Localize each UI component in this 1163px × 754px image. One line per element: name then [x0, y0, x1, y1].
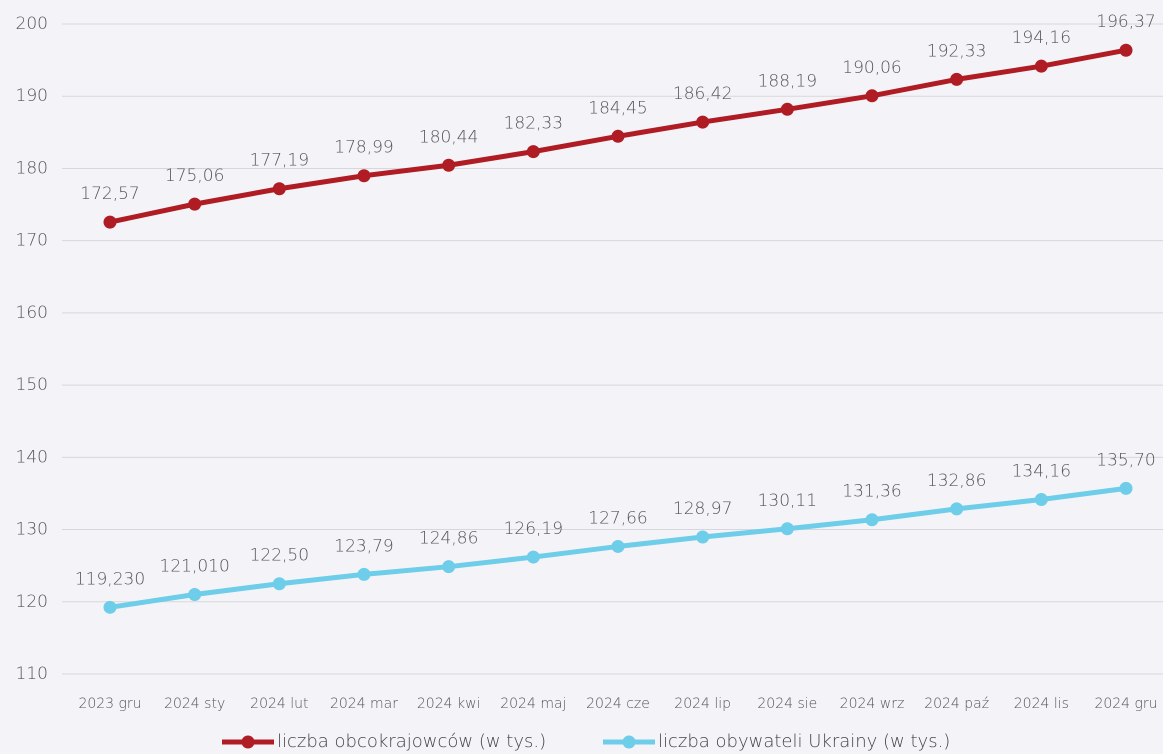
legend-marker — [622, 735, 636, 749]
data-point — [526, 550, 540, 564]
legend-marker — [241, 735, 255, 749]
data-label: 127,66 — [588, 508, 647, 528]
y-tick-label: 160 — [16, 303, 48, 323]
data-point — [1034, 493, 1048, 507]
data-point — [103, 215, 117, 229]
data-label: 190,06 — [842, 58, 901, 78]
data-point — [1119, 481, 1133, 495]
data-point — [1119, 43, 1133, 57]
data-label: 175,06 — [165, 166, 224, 186]
data-point — [696, 530, 710, 544]
data-point — [950, 502, 964, 516]
y-tick-label: 180 — [16, 158, 48, 178]
data-label: 131,36 — [842, 482, 901, 502]
y-tick-label: 140 — [16, 447, 48, 467]
data-label: 184,45 — [588, 98, 647, 118]
y-tick-label: 190 — [16, 86, 48, 106]
x-tick-label: 2024 maj — [500, 696, 566, 712]
data-label: 188,19 — [758, 71, 817, 91]
data-point — [865, 89, 879, 103]
x-tick-label: 2024 sie — [757, 696, 817, 712]
data-point — [442, 158, 456, 172]
data-label: 121,010 — [160, 556, 230, 576]
y-tick-label: 200 — [16, 14, 48, 34]
x-tick-label: 2024 mar — [330, 696, 398, 712]
data-label: 130,11 — [758, 491, 817, 511]
y-tick-label: 170 — [16, 231, 48, 251]
x-tick-label: 2024 paź — [924, 696, 989, 712]
x-tick-label: 2024 cze — [586, 696, 650, 712]
data-label: 180,44 — [419, 127, 478, 147]
data-label: 119,230 — [75, 569, 145, 589]
x-tick-label: 2024 lut — [250, 696, 308, 712]
data-point — [357, 169, 371, 183]
x-tick-label: 2024 gru — [1094, 696, 1157, 712]
data-point — [188, 587, 202, 601]
data-label: 182,33 — [504, 114, 563, 134]
data-label: 126,19 — [504, 519, 563, 539]
x-tick-label: 2024 wrz — [840, 696, 905, 712]
y-tick-label: 120 — [16, 592, 48, 612]
data-point — [272, 182, 286, 196]
data-label: 123,79 — [334, 536, 393, 556]
data-label: 128,97 — [673, 499, 732, 519]
data-point — [188, 197, 202, 211]
data-point — [272, 577, 286, 591]
data-label: 132,86 — [927, 471, 986, 491]
y-tick-label: 150 — [16, 375, 48, 395]
data-point — [780, 102, 794, 116]
data-label: 186,42 — [673, 84, 732, 104]
data-label: 122,50 — [250, 546, 309, 566]
data-point — [780, 522, 794, 536]
x-tick-label: 2024 lis — [1014, 696, 1069, 712]
legend-label: liczba obywateli Ukrainy (w tys.) — [658, 731, 950, 752]
data-point — [357, 567, 371, 581]
x-tick-label: 2024 sty — [164, 696, 225, 712]
data-label: 178,99 — [334, 138, 393, 158]
data-point — [442, 560, 456, 574]
data-label: 194,16 — [1012, 28, 1071, 48]
x-tick-label: 2024 kwi — [417, 696, 481, 712]
data-label: 135,70 — [1096, 450, 1155, 470]
data-point — [526, 145, 540, 159]
legend: liczba obcokrajowców (w tys.) liczba obyw… — [222, 731, 950, 752]
legend-label: liczba obcokrajowców (w tys.) — [277, 731, 546, 752]
data-label: 124,86 — [419, 529, 478, 549]
data-point — [1034, 59, 1048, 73]
data-point — [611, 129, 625, 143]
data-point — [865, 513, 879, 527]
data-point — [103, 600, 117, 614]
data-label: 134,16 — [1012, 462, 1071, 482]
y-tick-label: 110 — [16, 664, 48, 684]
data-label: 192,33 — [927, 41, 986, 61]
data-point — [611, 539, 625, 553]
x-tick-label: 2023 gru — [78, 696, 141, 712]
data-point — [950, 72, 964, 86]
data-label: 177,19 — [250, 151, 309, 171]
data-label: 196,37 — [1096, 12, 1155, 32]
data-point — [696, 115, 710, 129]
y-tick-label: 130 — [16, 520, 48, 540]
data-label: 172,57 — [80, 184, 139, 204]
x-tick-label: 2024 lip — [674, 696, 731, 712]
